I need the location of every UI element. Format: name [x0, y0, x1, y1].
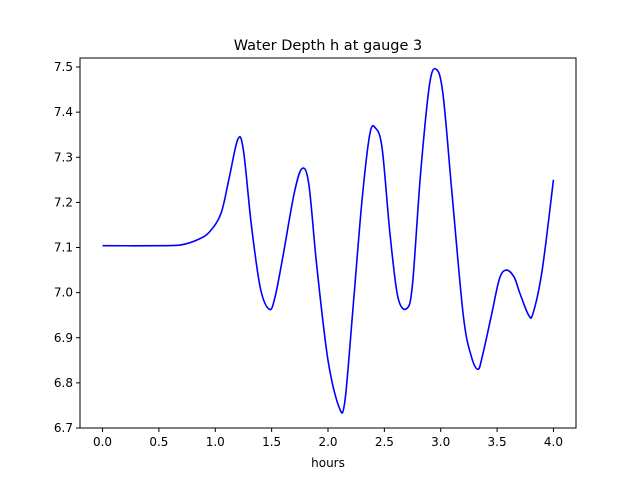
y-tick-label: 7.4	[54, 105, 73, 119]
x-tick-label: 2.0	[318, 435, 337, 449]
x-axis: 0.0 0.5 1.0 1.5 2.0 2.5 3.0 3.5 4.0	[93, 428, 563, 449]
y-axis: 6.7 6.8 6.9 7.0 7.1 7.2 7.3 7.4 7.5	[54, 60, 80, 435]
plot-area	[102, 67, 555, 414]
x-axis-label: hours	[311, 456, 345, 470]
x-tick-label: 0.5	[149, 435, 168, 449]
axes-frame	[79, 57, 577, 429]
x-tick-label: 1.5	[262, 435, 281, 449]
y-tick-label: 7.2	[54, 195, 73, 209]
x-tick-label: 3.5	[488, 435, 507, 449]
y-tick-label: 7.1	[54, 241, 73, 255]
y-tick-label: 7.5	[54, 60, 73, 74]
y-tick-label: 6.8	[54, 376, 73, 390]
x-tick-label: 0.0	[93, 435, 112, 449]
y-tick-label: 7.3	[54, 150, 73, 164]
x-tick-label: 2.5	[375, 435, 394, 449]
y-tick-label: 6.7	[54, 421, 73, 435]
y-tick-label: 7.0	[54, 286, 73, 300]
x-tick-label: 1.0	[206, 435, 225, 449]
y-tick-label: 6.9	[54, 331, 73, 345]
x-tick-label: 4.0	[544, 435, 563, 449]
series-line	[102, 67, 555, 414]
x-tick-label: 3.0	[431, 435, 450, 449]
chart-title: Water Depth h at gauge 3	[234, 38, 422, 54]
